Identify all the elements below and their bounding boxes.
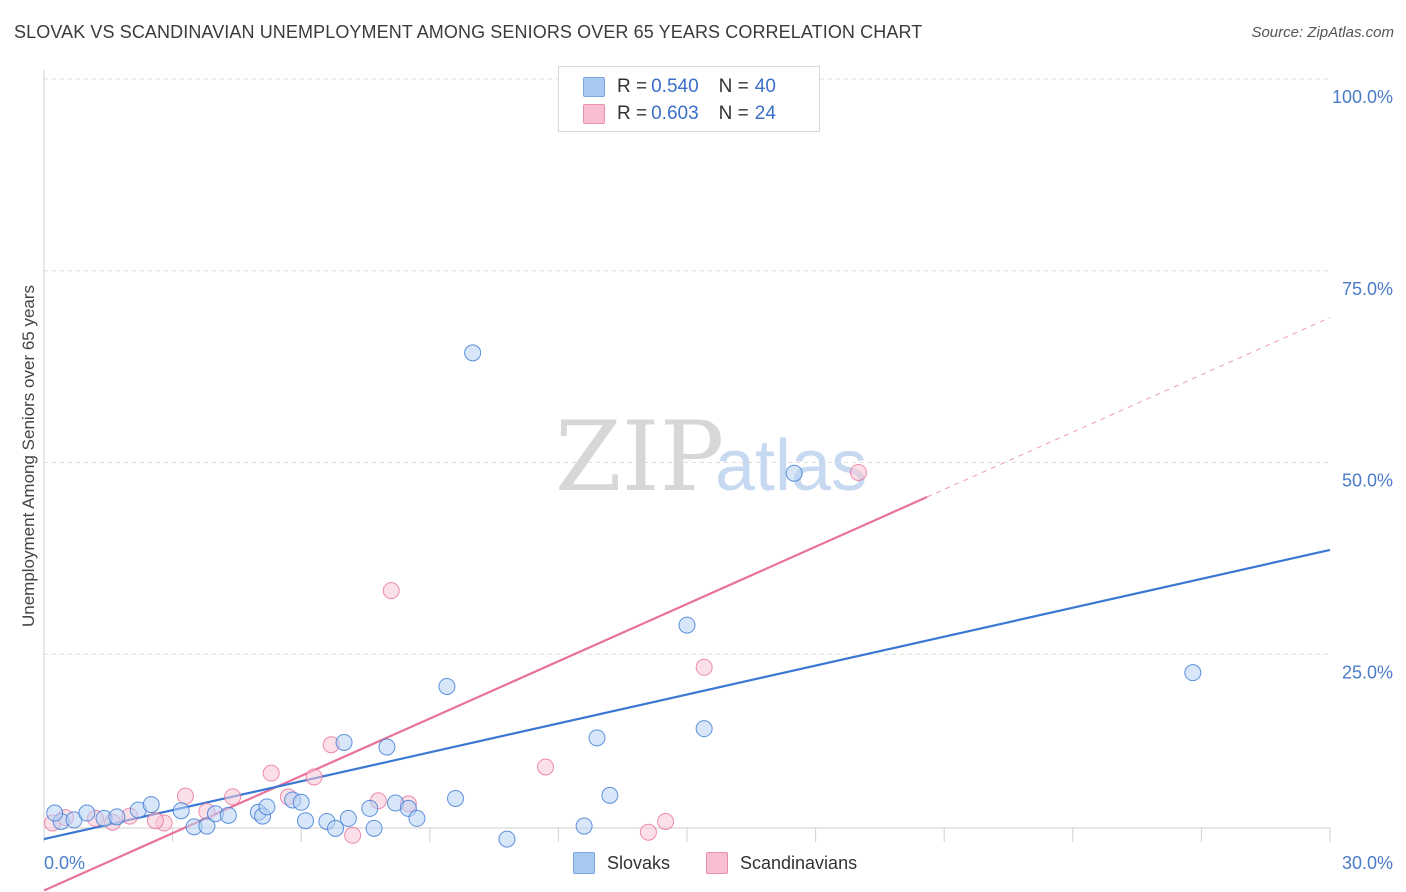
chart-title: SLOVAK VS SCANDINAVIAN UNEMPLOYMENT AMON… bbox=[14, 22, 923, 42]
point-scandinavians bbox=[639, 823, 657, 841]
point-scandinavians bbox=[657, 812, 675, 830]
x-tick-label: 0.0% bbox=[44, 853, 85, 873]
legend-r-label: R = bbox=[617, 103, 648, 124]
point-slovaks bbox=[198, 817, 216, 835]
point-slovaks bbox=[1184, 664, 1202, 682]
legend-row-slovaks: R = 0.540 N = 40 bbox=[583, 75, 776, 99]
legend-n-value: 40 bbox=[754, 76, 776, 97]
point-scandinavians bbox=[176, 787, 194, 805]
legend-label-scandinavians: Scandinavians bbox=[740, 852, 858, 873]
point-scandinavians bbox=[305, 768, 323, 786]
point-slovaks bbox=[46, 804, 64, 822]
legend-swatch-slovaks bbox=[583, 77, 605, 97]
point-slovaks bbox=[296, 812, 314, 830]
legend-swatch-scandinavians bbox=[706, 852, 728, 874]
point-slovaks bbox=[575, 817, 593, 835]
legend-n-value: 24 bbox=[754, 103, 776, 124]
point-slovaks bbox=[438, 677, 456, 695]
legend-r-value: 0.540 bbox=[651, 76, 699, 97]
point-slovaks bbox=[601, 786, 619, 804]
point-slovaks bbox=[365, 819, 383, 837]
legend-n-label: N = bbox=[718, 76, 749, 97]
correlation-legend: R = 0.540 N = 40 R = 0.603 N = 24 bbox=[558, 66, 820, 132]
point-scandinavians bbox=[849, 463, 867, 481]
source-label: Source: ZipAtlas.com bbox=[1251, 24, 1394, 41]
tick-labels: 25.0% 50.0% 75.0% 100.0% 0.0% 30.0% bbox=[44, 87, 1393, 873]
y-tick-label: 100.0% bbox=[1332, 87, 1393, 107]
legend-r-label: R = bbox=[617, 76, 648, 97]
legend-swatch-slovaks bbox=[573, 852, 595, 874]
axes-layer bbox=[43, 70, 1331, 842]
legend-swatch-scandinavians bbox=[583, 104, 605, 124]
grid-layer bbox=[44, 78, 1330, 655]
legend-label-slovaks: Slovaks bbox=[607, 852, 671, 873]
point-slovaks bbox=[588, 729, 606, 747]
point-scandinavians bbox=[695, 658, 713, 676]
point-scandinavians bbox=[224, 788, 242, 806]
point-slovaks bbox=[447, 789, 465, 807]
point-slovaks bbox=[785, 464, 803, 482]
watermark-zip: ZIP bbox=[555, 401, 724, 513]
point-slovaks bbox=[326, 819, 344, 837]
point-slovaks bbox=[142, 796, 160, 814]
point-scandinavians bbox=[146, 812, 164, 830]
point-slovaks bbox=[695, 720, 713, 738]
legend-item-slovaks[interactable]: Slovaks bbox=[573, 852, 670, 874]
point-slovaks bbox=[108, 808, 126, 826]
point-scandinavians bbox=[537, 758, 555, 776]
y-axis-label: Unemployment Among Seniors over 65 years bbox=[19, 285, 38, 627]
point-slovaks bbox=[678, 616, 696, 634]
point-slovaks bbox=[378, 738, 396, 756]
points-layer bbox=[44, 79, 1202, 848]
point-scandinavians bbox=[262, 764, 280, 782]
legend-row-scandinavians: R = 0.603 N = 24 bbox=[583, 102, 776, 126]
trend-line-slovaks bbox=[43, 548, 1331, 841]
point-slovaks bbox=[339, 809, 357, 827]
point-slovaks bbox=[78, 804, 96, 822]
legend-item-scandinavians[interactable]: Scandinavians bbox=[706, 852, 857, 874]
y-tick-label: 25.0% bbox=[1342, 662, 1393, 682]
point-scandinavians bbox=[344, 826, 362, 844]
y-tick-label: 75.0% bbox=[1342, 279, 1393, 299]
point-slovaks bbox=[335, 733, 353, 751]
point-slovaks bbox=[498, 830, 516, 848]
point-slovaks bbox=[258, 798, 276, 816]
point-slovaks bbox=[292, 793, 310, 811]
trend-extension-scandinavians bbox=[926, 317, 1331, 498]
point-slovaks bbox=[361, 799, 379, 817]
trend-line-scandinavians bbox=[43, 496, 928, 892]
point-slovaks bbox=[464, 344, 482, 362]
point-scandinavians bbox=[382, 582, 400, 600]
point-slovaks bbox=[172, 802, 190, 820]
x-tick-label: 30.0% bbox=[1342, 853, 1393, 873]
y-tick-label: 50.0% bbox=[1342, 471, 1393, 491]
legend-n-label: N = bbox=[718, 103, 749, 124]
point-slovaks bbox=[219, 806, 237, 824]
watermark: ZIP atlas bbox=[555, 401, 867, 513]
point-slovaks bbox=[408, 809, 426, 827]
legend-r-value: 0.603 bbox=[651, 103, 699, 124]
